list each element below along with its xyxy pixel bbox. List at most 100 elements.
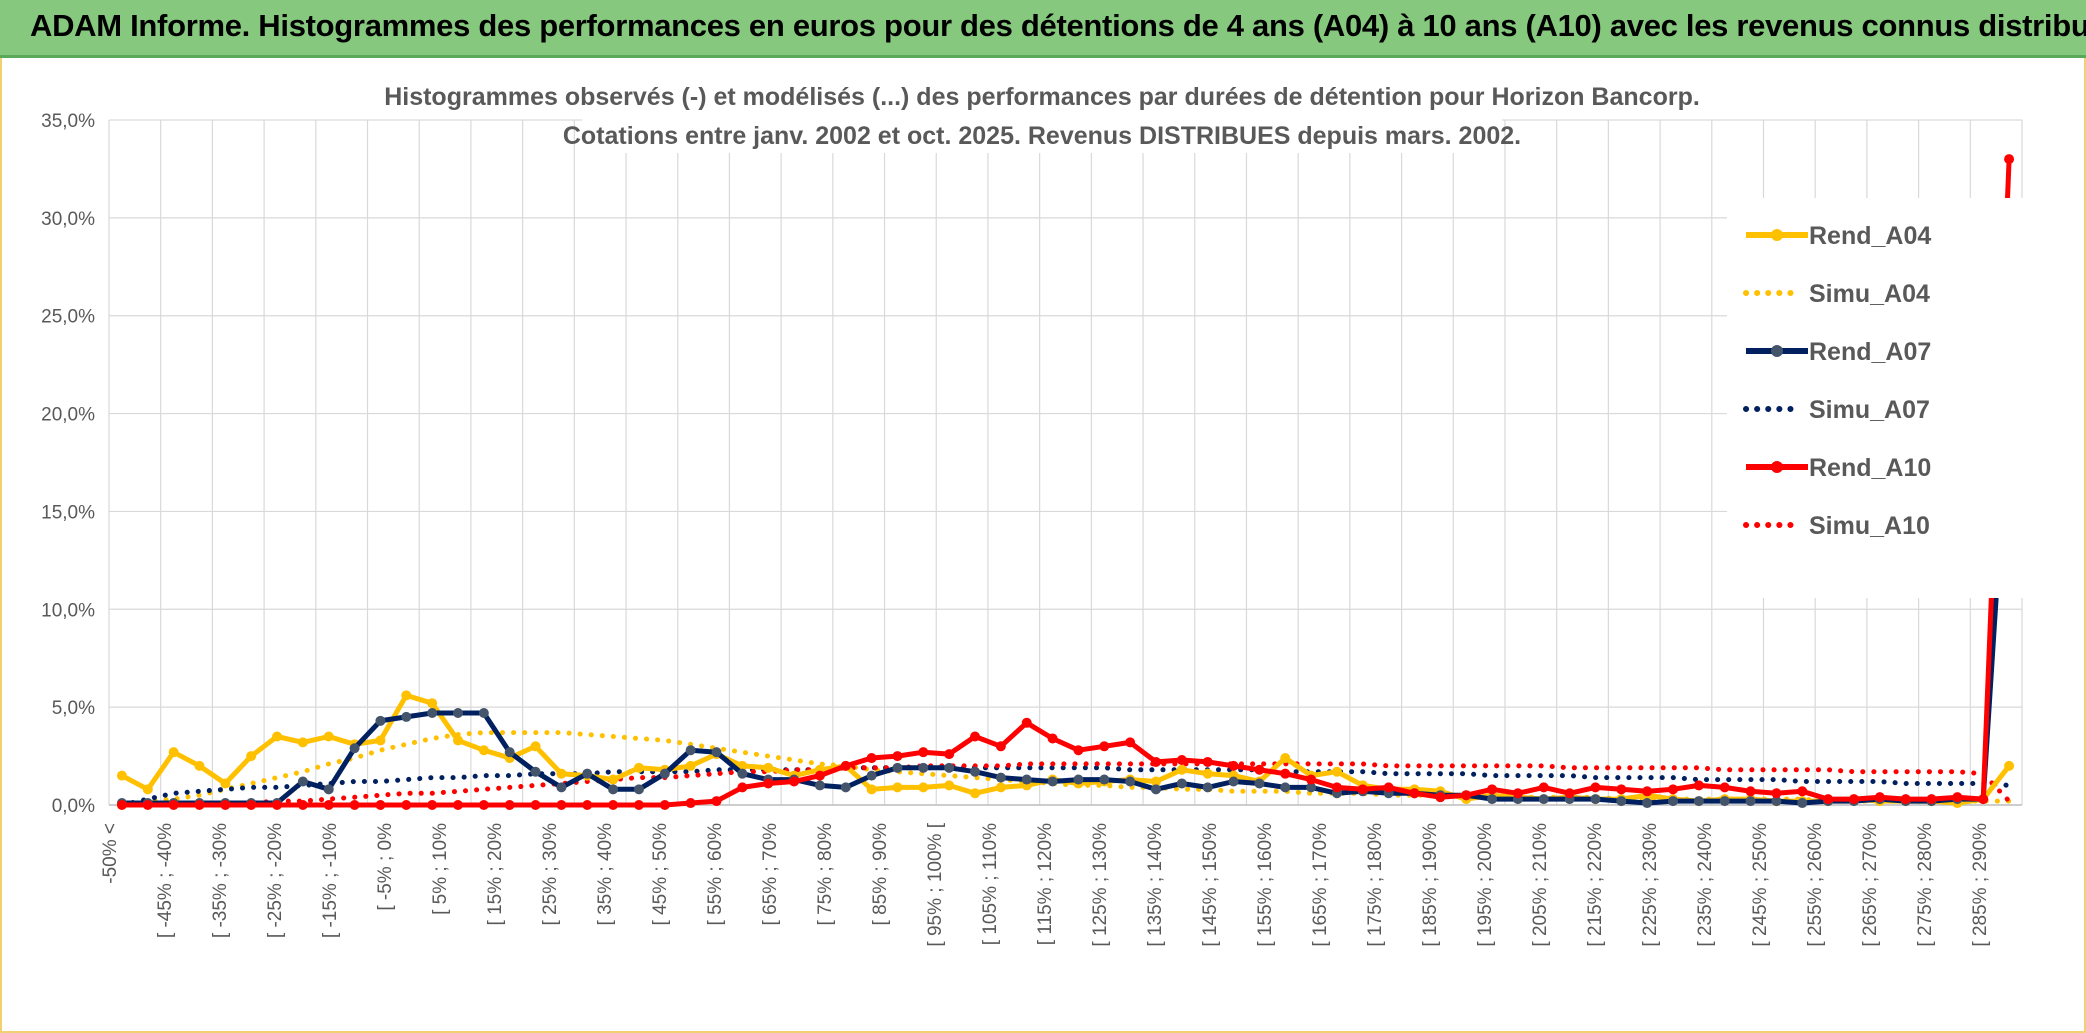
data-point [323,800,334,810]
data-point [1719,796,1730,807]
x-tick-label: [ 275% ; 280% [1915,823,1936,947]
series-lines [116,154,2015,810]
data-point [2004,154,2015,165]
legend-entry-Rend_A04: Rend_A04 [1746,222,1931,250]
data-point [1797,798,1808,809]
performance-histogram-chart: 0,0% 5,0% 10,0% 15,0% 20,0% 25,0% 30,0% 35,0% -… [41,78,2027,947]
data-point [1435,792,1446,803]
x-tick-label: [ 245% ; 250% [1750,823,1771,947]
x-tick-label: [ 235% ; 240% [1695,823,1716,947]
data-point [1538,794,1549,805]
data-point [323,784,334,795]
x-tick-label: [ 95% ; 100% [ [925,822,946,946]
data-point [2004,760,2015,771]
data-point [297,800,308,810]
data-point [246,800,257,810]
data-point [401,711,412,722]
x-tick-label: [ 75% ; 80% [815,823,836,926]
data-point [220,778,231,789]
x-tick-label: [ 115% ; 120% [1035,823,1056,945]
data-point [297,776,308,787]
data-point [427,708,438,719]
data-point [1254,764,1265,775]
data-point [194,800,205,810]
data-point [1150,776,1161,787]
legend-label: Rend_A04 [1809,222,1931,250]
data-point [272,800,283,810]
series-line-Simu_A04 [119,730,2012,808]
data-point [659,768,670,779]
x-tick-label: [ 165% ; 170% [1310,823,1331,947]
legend-label: Simu_A04 [1809,280,1930,308]
data-point [1099,741,1110,752]
legend: Rend_A04 Simu_A04 Rend_A07 Simu_A07 Rend_A10… [1727,198,2027,598]
legend-marker [1771,229,1783,241]
data-point [763,778,774,789]
x-tick-label: [ 65% ; 70% [760,823,781,926]
data-point [1150,756,1161,767]
chart-frame: 0,0% 5,0% 10,0% 15,0% 20,0% 25,0% 30,0% 35,0% -… [0,58,2086,1033]
data-point [375,735,386,746]
data-point [1202,782,1213,793]
data-point [142,800,153,810]
data-point [504,747,515,758]
data-point [1642,786,1653,797]
data-point [427,800,438,810]
data-point [840,782,851,793]
data-point [737,782,748,793]
data-point [1409,788,1420,799]
data-point [995,782,1006,793]
data-point [1616,796,1627,807]
data-point [1590,782,1601,793]
data-point [918,782,929,793]
data-point [556,800,567,810]
data-point [220,800,231,810]
x-tick-label: [ 35% ; 40% [595,823,616,926]
data-point [892,751,903,762]
y-tick-label: 20,0% [41,405,95,426]
x-tick-label: [ -35% ; -30% [210,823,231,938]
x-tick-label: [ 265% ; 270% [1860,823,1881,947]
series-Rend_A10 [116,154,2015,810]
data-point [814,770,825,781]
data-point [995,772,1006,783]
legend-entry-Simu_A04: Simu_A04 [1743,280,1930,308]
data-point [918,747,929,758]
legend-label: Rend_A10 [1809,454,1931,482]
data-point [1668,784,1679,795]
x-tick-label: [ -15% ; -10% [320,823,341,938]
data-point [1642,798,1653,809]
data-point [970,766,981,777]
y-axis-ticks: 0,0% 5,0% 10,0% 15,0% 20,0% 25,0% 30,0% 35,0% [41,111,95,817]
data-point [168,800,179,810]
series-Simu_A04 [119,730,2012,808]
data-point [737,768,748,779]
data-point [530,800,541,810]
y-tick-label: 35,0% [41,111,95,132]
data-point [1693,796,1704,807]
data-point [866,784,877,795]
data-point [866,753,877,764]
legend-entry-Simu_A10: Simu_A10 [1743,512,1930,540]
data-point [168,747,179,758]
report-title: ADAM Informe. Histogrammes des performan… [30,8,2086,43]
x-tick-label: [ 55% ; 60% [705,823,726,926]
data-point [1771,796,1782,807]
series-Rend_A07 [116,390,2015,809]
data-point [272,731,283,742]
data-point [918,762,929,773]
legend-label: Simu_A07 [1809,396,1930,424]
data-point [1952,792,1963,803]
data-point [349,800,360,810]
legend-marker [1771,345,1783,357]
data-point [1564,788,1575,799]
y-tick-label: 30,0% [41,209,95,230]
data-point [323,731,334,742]
series-line-Simu_A07 [119,765,2012,808]
legend-entry-Rend_A10: Rend_A10 [1746,454,1931,482]
chart-title-line-2: Cotations entre janv. 2002 et oct. 2025.… [563,122,1521,150]
x-tick-label: -50% < [100,823,121,884]
y-tick-label: 5,0% [52,698,95,719]
data-point [1461,790,1472,801]
data-point [1280,753,1291,764]
